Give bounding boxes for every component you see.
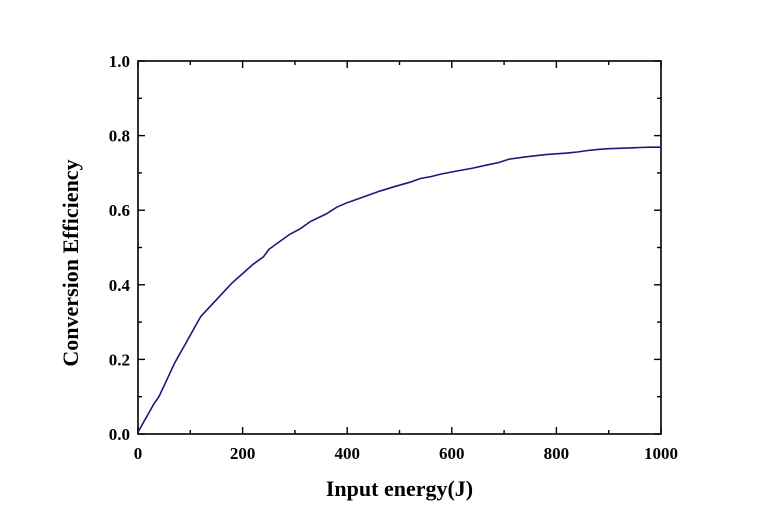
- x-tick-label: 1000: [644, 444, 678, 463]
- y-tick-label: 0.0: [109, 425, 130, 444]
- x-tick-label: 400: [334, 444, 360, 463]
- y-axis-title: Conversion Efficiency: [58, 159, 83, 366]
- x-axis-ticks: [137, 61, 662, 434]
- x-tick-label: 600: [439, 444, 465, 463]
- y-axis-ticks: [138, 60, 661, 435]
- series-line: [137, 146, 661, 433]
- x-axis-title: Input energy(J): [326, 476, 473, 501]
- x-tick-label: 200: [230, 444, 256, 463]
- y-axis-tick-labels: 0.0 0.2 0.4 0.6 0.8 1.0: [109, 52, 131, 444]
- y-tick-label: 0.4: [109, 276, 131, 295]
- y-tick-label: 0.8: [109, 127, 130, 146]
- plot-frame: [137, 60, 662, 435]
- x-axis-tick-labels: 0 200 400 600 800 1000: [134, 444, 678, 463]
- y-tick-label: 0.2: [109, 350, 130, 369]
- y-tick-label: 1.0: [109, 52, 130, 71]
- y-tick-label: 0.6: [109, 201, 130, 220]
- x-tick-label: 800: [544, 444, 570, 463]
- x-tick-label: 0: [134, 444, 143, 463]
